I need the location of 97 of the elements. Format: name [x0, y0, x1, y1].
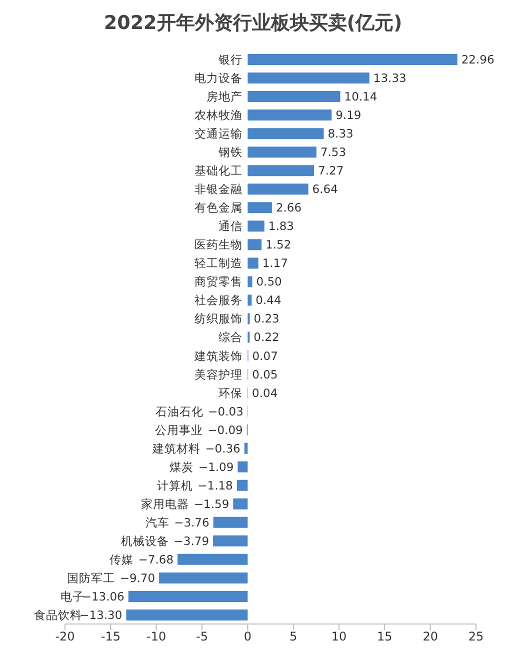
data-label: −1.09 [198, 460, 234, 474]
y-tick-label: 银行 [218, 52, 243, 66]
data-label: 0.04 [252, 386, 278, 400]
bar [159, 572, 248, 584]
data-label: 13.33 [373, 71, 406, 86]
data-label: 0.07 [252, 348, 278, 363]
data-label: −3.79 [174, 534, 210, 548]
bar [248, 72, 370, 84]
y-tick-label: 家用电器 [141, 496, 190, 511]
y-tick-label: 钢铁 [218, 145, 243, 160]
data-label: 1.83 [268, 219, 294, 234]
x-tick-label: 20 [422, 630, 438, 644]
bar [213, 535, 248, 546]
y-tick-label: 农林牧渔 [194, 108, 243, 122]
x-tick-label: 5 [290, 630, 298, 644]
bar [236, 480, 248, 491]
data-label: 0.44 [256, 293, 282, 308]
bar [248, 128, 324, 140]
x-tick-label: -15 [100, 630, 120, 644]
bar [233, 498, 248, 510]
bar [248, 220, 264, 232]
y-tick-label: 非银金融 [194, 182, 243, 196]
x-tick-label: 0 [244, 630, 252, 644]
data-label: 2.66 [276, 200, 302, 215]
data-label: 0.23 [254, 312, 280, 326]
data-label: 0.05 [252, 367, 278, 382]
bar [248, 202, 272, 214]
x-tick-label: 25 [468, 630, 484, 644]
y-tick-label: 轻工制造 [194, 256, 243, 270]
data-label: −3.76 [174, 515, 210, 530]
x-tick-label: -10 [146, 630, 166, 644]
y-tick-label: 环保 [218, 386, 243, 400]
data-label: 6.64 [312, 182, 338, 196]
y-tick-label: 传媒 [110, 552, 134, 566]
y-tick-label: 建筑材料 [151, 441, 200, 456]
bar [248, 165, 314, 176]
y-tick-label: 社会服务 [194, 293, 243, 308]
y-tick-label: 计算机 [156, 478, 193, 492]
bar [213, 516, 248, 528]
data-label: −1.59 [194, 496, 230, 511]
y-tick-label: 房地产 [206, 90, 243, 104]
data-label: 1.52 [266, 238, 292, 252]
bar [248, 91, 340, 102]
data-label: −0.36 [205, 441, 240, 456]
data-label: 7.53 [320, 145, 346, 160]
bar [248, 110, 332, 121]
bar [248, 258, 258, 269]
data-label: 0.50 [256, 274, 282, 289]
bar [248, 54, 458, 65]
y-tick-label: 食品饮料 [34, 608, 82, 622]
data-label: 22.96 [461, 52, 494, 66]
data-label: 9.19 [336, 108, 362, 122]
data-label: −13.06 [82, 589, 124, 604]
y-tick-label: 石油石化 [155, 404, 204, 418]
y-tick-label: 交通运输 [194, 126, 243, 141]
x-tick-label: -20 [55, 630, 75, 644]
data-label: −0.09 [208, 422, 243, 437]
data-label: 7.27 [318, 164, 344, 178]
y-tick-label: 电子 [60, 589, 84, 604]
data-label: −0.03 [208, 404, 244, 418]
data-label: −7.68 [138, 552, 174, 566]
y-tick-label: 汽车 [145, 515, 170, 530]
data-label: 0.22 [254, 330, 280, 344]
bar [128, 590, 248, 602]
bar [238, 461, 248, 472]
x-tick-label: 15 [377, 630, 392, 644]
y-tick-label: 机械设备 [121, 534, 170, 548]
y-tick-label: 电力设备 [194, 71, 243, 86]
y-tick-label: 纺织服饰 [194, 312, 243, 326]
bar [248, 146, 316, 158]
data-label: 8.33 [328, 126, 354, 141]
data-label: 10.14 [344, 90, 378, 104]
bar [244, 442, 248, 454]
bar [178, 554, 248, 565]
chart-title: 2022开年外资行业板块买卖(亿元) [102, 11, 404, 36]
x-tick-label: 10 [331, 630, 347, 644]
y-tick-label: 商贸零售 [194, 274, 243, 289]
y-tick-label: 通信 [218, 219, 243, 234]
y-tick-label: 国防军工 [67, 570, 116, 585]
data-label: 1.17 [262, 256, 288, 270]
y-tick-label: 医药生物 [194, 238, 243, 252]
bar [248, 294, 252, 306]
bar [126, 609, 248, 620]
bar [248, 184, 308, 195]
y-tick-label: 综合 [218, 330, 243, 344]
y-tick-label: 基础化工 [194, 164, 243, 178]
data-label: −9.70 [120, 570, 156, 585]
y-tick-label: 公用事业 [154, 422, 203, 437]
y-tick-label: 建筑装饰 [194, 348, 243, 363]
bar [248, 239, 262, 250]
data-label: −1.18 [198, 478, 233, 492]
bar [248, 276, 252, 288]
y-tick-label: 美容护理 [194, 367, 243, 382]
data-label: −13.30 [80, 608, 122, 622]
x-tick-label: -5 [196, 630, 208, 644]
y-tick-label: 有色金属 [194, 200, 243, 215]
y-tick-label: 煤炭 [170, 460, 194, 474]
